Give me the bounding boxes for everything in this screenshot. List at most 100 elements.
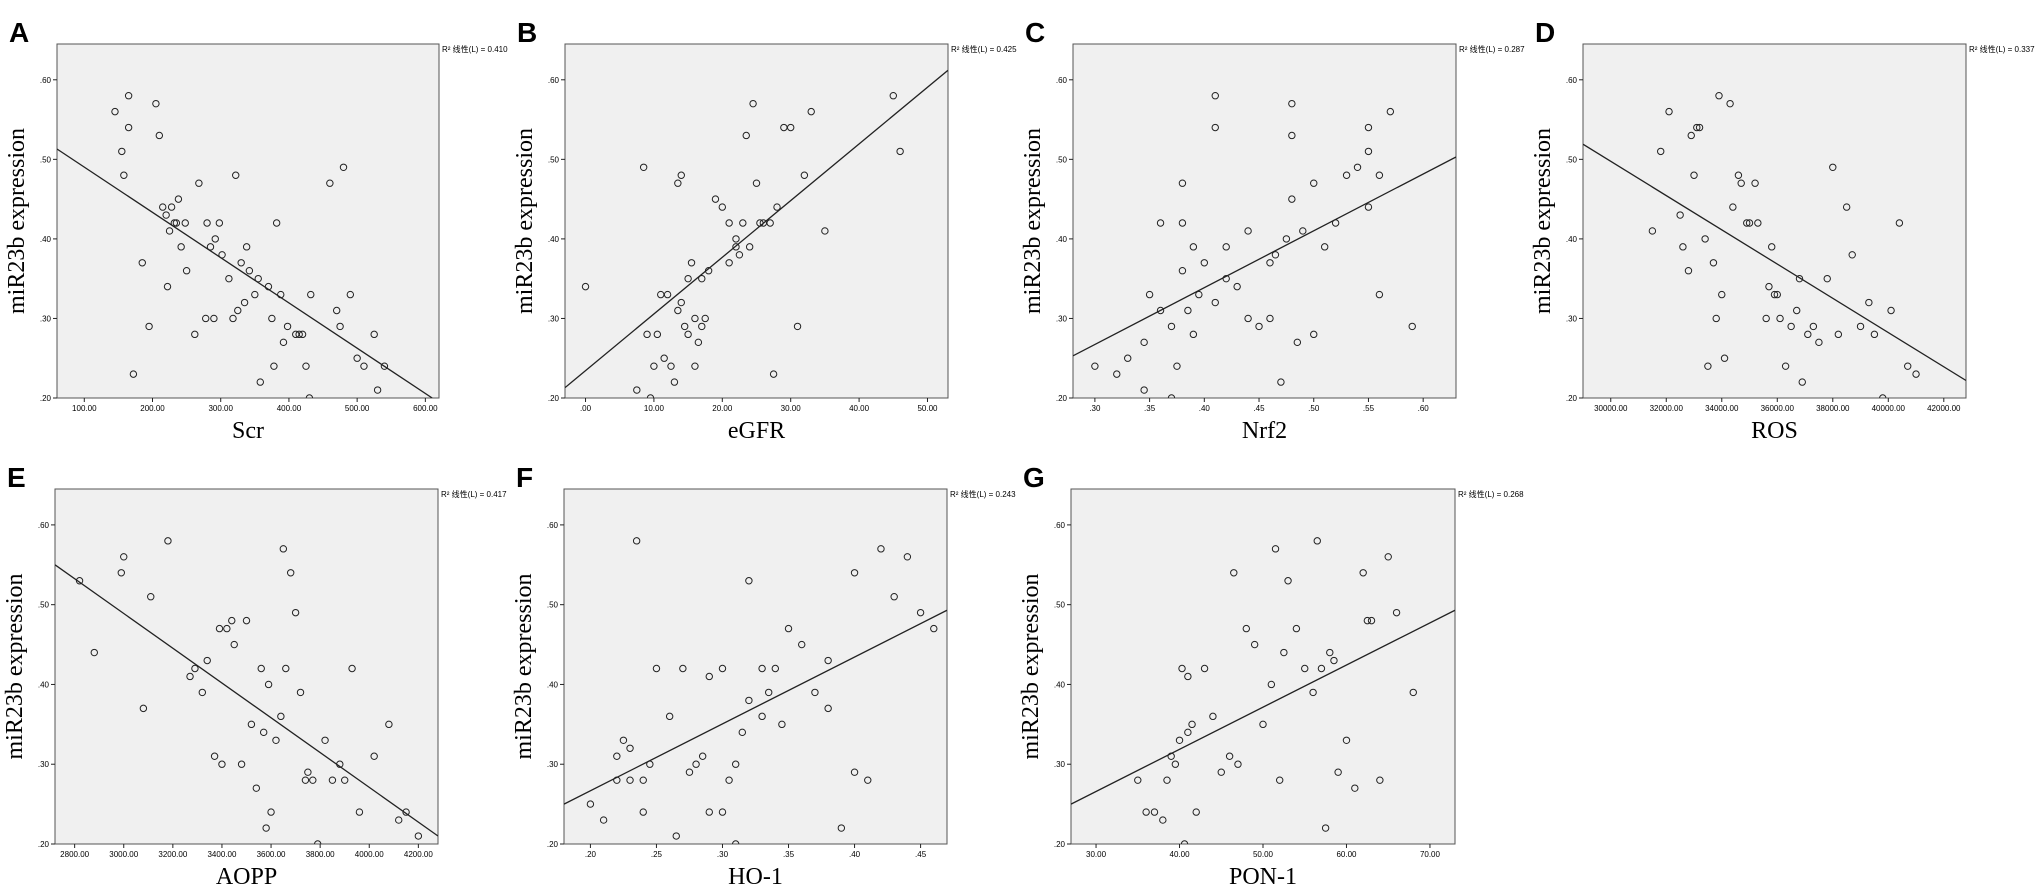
data-point xyxy=(745,696,753,705)
data-point xyxy=(1211,298,1219,307)
data-point xyxy=(195,179,203,187)
data-point xyxy=(701,314,709,323)
data-point xyxy=(286,569,295,577)
data-point xyxy=(124,123,133,132)
data-point xyxy=(279,545,288,553)
r2-label: R² 线性(L) = 0.268 xyxy=(1458,489,1524,499)
data-point xyxy=(162,211,170,219)
data-point xyxy=(1288,99,1296,108)
data-point xyxy=(1225,752,1234,760)
data-point xyxy=(646,394,655,398)
data-point xyxy=(1113,370,1121,378)
x-axis-label: Nrf2 xyxy=(1242,418,1287,444)
data-point xyxy=(1879,394,1887,398)
data-point xyxy=(348,664,356,673)
data-point xyxy=(1718,290,1726,299)
x-axis-label: ROS xyxy=(1751,418,1798,444)
data-point xyxy=(1284,577,1292,585)
x-tick-label: 4200.00 xyxy=(404,850,433,859)
y-tick-label: .30 xyxy=(38,760,50,769)
data-point xyxy=(1829,163,1837,172)
data-point xyxy=(245,267,254,275)
x-tick-label: .45 xyxy=(915,850,927,859)
data-point xyxy=(402,808,410,816)
data-point xyxy=(206,243,215,251)
data-point xyxy=(1275,776,1284,784)
data-point xyxy=(1293,338,1302,347)
data-point xyxy=(1353,163,1362,172)
data-point xyxy=(650,362,658,370)
data-point xyxy=(1310,330,1318,339)
data-point xyxy=(1912,370,1920,378)
x-tick-label: 40.00 xyxy=(849,404,870,413)
x-axis-label: eGFR xyxy=(728,418,785,444)
data-point xyxy=(341,776,349,784)
data-point xyxy=(380,362,389,370)
data-point xyxy=(385,720,393,729)
data-point xyxy=(164,537,172,545)
data-point xyxy=(1690,171,1698,179)
data-point xyxy=(639,776,647,784)
data-point xyxy=(1200,664,1209,673)
data-point xyxy=(272,736,280,744)
data-point xyxy=(773,203,781,211)
data-point xyxy=(1768,243,1776,251)
panel-e: E .20 .30 .40 .50 .60 2800.00 3000.00 3200.00 340… xyxy=(2,462,507,890)
data-point xyxy=(1320,243,1329,251)
data-point xyxy=(613,752,621,760)
panel-letter: F xyxy=(516,462,533,493)
data-point xyxy=(732,243,740,251)
data-point xyxy=(1904,362,1912,370)
data-point xyxy=(639,163,648,172)
r2-label: R² 线性(L) = 0.287 xyxy=(1459,44,1525,54)
data-point xyxy=(277,712,285,721)
data-point xyxy=(1217,768,1225,776)
data-point xyxy=(1189,243,1198,251)
data-point xyxy=(1277,378,1285,386)
data-points xyxy=(564,537,947,844)
y-tick-label: .20 xyxy=(1566,394,1578,403)
data-point xyxy=(305,394,314,398)
data-point xyxy=(633,386,641,394)
data-point xyxy=(1765,282,1773,291)
data-point xyxy=(1351,784,1359,792)
data-point xyxy=(240,298,249,307)
data-point xyxy=(1809,322,1818,331)
data-point xyxy=(1712,314,1720,323)
x-tick-label: .30 xyxy=(1089,404,1101,413)
data-point xyxy=(1178,664,1186,673)
panel-b: B .20 .30 .40 .50 .60 .00 10.00 20.00 30.00 40.00 5… xyxy=(512,17,1017,444)
data-point xyxy=(1715,92,1723,100)
y-tick-label: .20 xyxy=(548,394,560,403)
data-point xyxy=(1842,203,1851,211)
data-point xyxy=(1709,259,1718,267)
x-tick-label: 4000.00 xyxy=(355,850,384,859)
data-point xyxy=(1684,267,1693,275)
data-point xyxy=(698,274,706,283)
x-tick-label: .40 xyxy=(849,850,861,859)
x-tick-label: 30.00 xyxy=(781,404,802,413)
data-point xyxy=(725,219,733,227)
data-point xyxy=(930,624,938,633)
data-point xyxy=(1244,314,1252,323)
data-point xyxy=(124,92,133,100)
x-tick-label: 34000.00 xyxy=(1705,404,1739,413)
data-point xyxy=(1171,760,1180,768)
data-point xyxy=(581,282,590,291)
data-point xyxy=(120,171,128,179)
y-tick-label: .50 xyxy=(548,155,560,164)
data-point xyxy=(336,322,344,331)
data-point xyxy=(1334,768,1342,776)
x-tick-label: 32000.00 xyxy=(1650,404,1684,413)
fit-line xyxy=(564,609,947,805)
data-point xyxy=(1288,131,1296,140)
data-point xyxy=(155,131,164,140)
y-tick-label: .50 xyxy=(1056,155,1068,164)
data-point xyxy=(1178,179,1187,187)
data-point xyxy=(679,664,687,673)
x-axis-label: Scr xyxy=(232,418,264,444)
panel-letter: E xyxy=(7,462,26,493)
data-points xyxy=(1073,92,1456,398)
data-point xyxy=(807,107,815,116)
